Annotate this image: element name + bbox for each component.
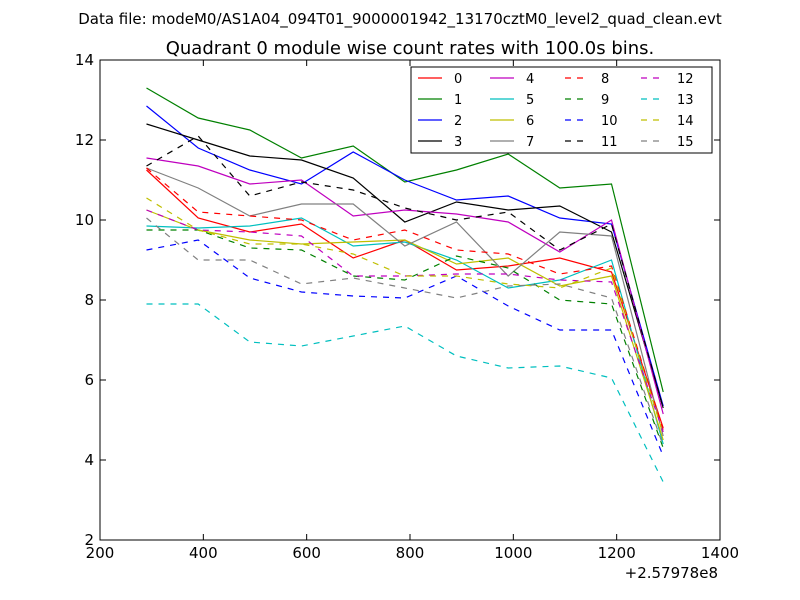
y-tick-label: 12 (75, 131, 94, 149)
series-line-1 (146, 87, 664, 393)
legend-label-13: 13 (677, 93, 694, 108)
series-line-4 (146, 157, 664, 415)
legend-label-6: 6 (526, 114, 534, 129)
legend-label-2: 2 (454, 114, 462, 129)
y-tick-label: 2 (84, 531, 94, 549)
legend-label-10: 10 (601, 114, 618, 129)
x-tick-label: 200 (86, 544, 115, 562)
y-tick-label: 4 (84, 451, 94, 469)
legend-label-7: 7 (526, 135, 534, 150)
series-line-13 (146, 303, 664, 483)
legend-label-12: 12 (677, 72, 694, 87)
legend-label-5: 5 (526, 93, 534, 108)
legend-label-9: 9 (601, 93, 609, 108)
legend-frame (410, 66, 713, 154)
chart-suptitle: Data file: modeM0/AS1A04_094T01_90000019… (78, 10, 722, 29)
series-line-14 (146, 197, 664, 435)
legend-label-4: 4 (526, 72, 534, 87)
series-line-12 (146, 209, 664, 433)
series-lines (146, 87, 664, 483)
x-tick-label: 400 (189, 544, 218, 562)
series-line-0 (146, 169, 664, 429)
x-tick-label: 1400 (701, 544, 739, 562)
series-line-11 (146, 135, 664, 409)
series-line-8 (146, 167, 664, 431)
y-tick-label: 8 (84, 291, 94, 309)
y-tick-label: 14 (75, 51, 94, 69)
legend-label-8: 8 (601, 72, 609, 87)
series-line-6 (146, 209, 664, 441)
series-line-15 (146, 217, 664, 447)
series-line-10 (146, 239, 664, 457)
legend-label-3: 3 (454, 135, 462, 150)
chart-title: Quadrant 0 module wise count rates with … (166, 38, 655, 59)
y-tick-label: 6 (84, 371, 94, 389)
series-line-9 (146, 229, 664, 449)
series-line-3 (146, 123, 664, 409)
x-tick-label: 600 (292, 544, 321, 562)
legend-label-1: 1 (454, 93, 462, 108)
x-tick-label: 1000 (494, 544, 532, 562)
x-offset-label: +2.57978e8 (625, 564, 718, 582)
series-line-7 (146, 167, 664, 437)
legend-label-14: 14 (677, 114, 694, 129)
x-tick-label: 800 (396, 544, 425, 562)
y-tick-label: 10 (75, 211, 94, 229)
legend-label-11: 11 (601, 135, 618, 150)
legend-label-0: 0 (454, 72, 462, 87)
series-line-5 (146, 217, 664, 445)
legend-label-15: 15 (677, 135, 694, 150)
x-tick-label: 1200 (598, 544, 636, 562)
series-line-2 (146, 105, 664, 407)
